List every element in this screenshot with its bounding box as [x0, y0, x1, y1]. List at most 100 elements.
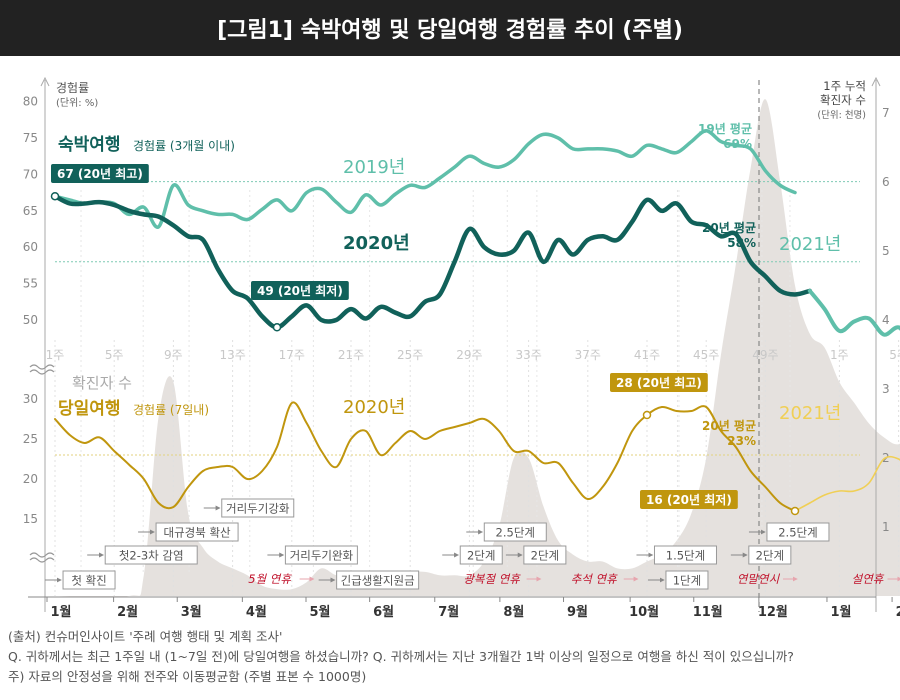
cases-label: 확진자 수	[72, 374, 132, 392]
event-box	[459, 545, 503, 565]
event-label: 2단계	[756, 549, 784, 563]
month-label: 11월	[693, 604, 723, 620]
right-axis-title-1: 1주 누적	[823, 79, 866, 93]
axis-break-top	[29, 364, 55, 375]
week-tick-label: 25주	[397, 348, 423, 362]
right-axis-unit: (단위: 천명)	[817, 109, 866, 121]
week-tick-label: 21주	[338, 348, 364, 362]
daytrip-min-label: 16 (20년 최저)	[646, 492, 732, 507]
event-box	[748, 545, 792, 565]
week-tick-label: 29주	[456, 348, 482, 362]
week-tick-label: 17주	[279, 348, 305, 362]
event-label: 첫2-3차 감염	[119, 549, 184, 563]
year-label-2020: 2020년	[343, 233, 410, 254]
holiday-label: 연말연시	[737, 572, 781, 586]
daytrip-section-title: 당일여행	[58, 399, 121, 419]
overnight-y-tick: 65	[23, 204, 38, 218]
event-box	[104, 545, 198, 565]
cases-y-tick: 1	[882, 520, 890, 534]
event-box	[523, 545, 567, 565]
month-label: 8월	[503, 604, 524, 620]
event-label: 첫 확진	[71, 574, 106, 588]
overnight-y-tick: 55	[23, 277, 38, 291]
line-overnight-2019	[53, 128, 797, 229]
overnight-max-label: 67 (20년 최고)	[57, 166, 143, 181]
overnight-y-tick: 70	[23, 167, 38, 181]
month-label: 4월	[246, 604, 267, 620]
month-label: 2월	[896, 604, 900, 620]
daytrip-y-tick: 20	[23, 472, 38, 486]
overnight-y-tick: 75	[23, 131, 38, 145]
week-tick-label: 45주	[693, 348, 719, 362]
avg-daytrip-value: 23%	[727, 434, 756, 448]
event-box	[336, 570, 420, 590]
week-tick-label: 1주	[830, 348, 849, 362]
event-label: 대규경북 확산	[164, 526, 232, 540]
month-label: 5월	[309, 604, 330, 620]
event-box	[62, 570, 116, 590]
overnight-y-tick: 50	[23, 313, 38, 327]
overnight-min-marker	[272, 323, 282, 332]
daytrip-y-tick: 25	[23, 432, 38, 446]
event-label: 1단계	[673, 574, 701, 588]
week-tick-label: 37주	[575, 348, 601, 362]
daytrip-max-label-box	[610, 373, 708, 392]
holiday-label: 5월 연휴	[248, 572, 292, 586]
week-tick-label: 5주	[889, 348, 900, 362]
event-box	[284, 545, 358, 565]
avg-daytrip-label: 20년 평균	[702, 419, 756, 433]
daytrip-max-label: 28 (20년 최고)	[616, 375, 702, 390]
chart-title: [그림1] 숙박여행 및 당일여행 경험률 추이 (주별)	[0, 0, 900, 56]
week-tick-label: 9주	[164, 348, 183, 362]
year-label-2019: 2019년	[343, 157, 405, 178]
cases-y-tick: 6	[882, 175, 890, 189]
week-tick-label: 49주	[752, 348, 778, 362]
line-daytrip-2021	[794, 455, 900, 512]
month-label: 12월	[758, 604, 788, 620]
month-label: 1월	[830, 604, 851, 620]
event-label: 거리두기강화	[226, 502, 290, 516]
footer: (출처) 컨슈머인사이트 '주례 여행 행태 및 계획 조사' Q. 귀하께서는…	[8, 627, 896, 687]
month-label: 1월	[50, 604, 71, 620]
daytrip-section-subtitle: 경험률 (7일내)	[133, 403, 209, 417]
overnight-y-tick: 60	[23, 240, 38, 254]
cases-y-tick: 4	[882, 313, 890, 327]
footer-question: Q. 귀하께서는 최근 1주일 내 (1~7일 전)에 당일여행을 하셨습니까?…	[8, 649, 794, 664]
week-tick-label: 13주	[219, 348, 245, 362]
event-label: 2단계	[467, 549, 495, 563]
week-tick-label: 33주	[515, 348, 541, 362]
line-overnight-2021	[807, 288, 900, 337]
avg-2019-value: 69%	[723, 137, 752, 151]
event-box	[665, 570, 709, 590]
daytrip-max-marker	[642, 410, 652, 420]
daytrip-min-label-box	[640, 490, 738, 509]
event-label: 1.5단계	[666, 549, 705, 563]
year-label-daytrip-2020: 2020년	[343, 397, 405, 418]
avg-2020-value: 58%	[727, 236, 756, 250]
right-axis-arrow	[871, 76, 881, 87]
overnight-max-marker	[50, 191, 60, 201]
holiday-label: 광복절 연휴	[463, 572, 521, 586]
event-label: 2.5단계	[778, 526, 817, 540]
left-axis-arrow	[40, 76, 50, 87]
overnight-section-subtitle: 경험률 (3개월 이내)	[133, 139, 235, 153]
event-label: 2.5단계	[496, 526, 535, 540]
holiday-label: 설연휴	[852, 572, 885, 586]
event-box	[653, 545, 717, 565]
avg-2019-label: 19년 평균	[698, 122, 752, 136]
daytrip-min-marker	[790, 506, 800, 516]
line-daytrip-2020	[54, 401, 796, 512]
avg-2020-label: 20년 평균	[702, 221, 756, 235]
cases-y-tick: 3	[882, 382, 890, 396]
cases-y-tick: 5	[882, 244, 890, 258]
event-label: 거리두기완화	[290, 549, 354, 563]
overnight-y-tick: 80	[23, 95, 38, 109]
daytrip-y-tick: 30	[23, 392, 38, 406]
left-axis-unit: (단위: %)	[56, 96, 98, 109]
event-box	[766, 522, 830, 542]
cases-area	[55, 99, 900, 598]
axis-break-bottom	[29, 552, 55, 563]
month-label: 6월	[373, 604, 394, 620]
left-axis-title: 경험률	[56, 81, 89, 95]
